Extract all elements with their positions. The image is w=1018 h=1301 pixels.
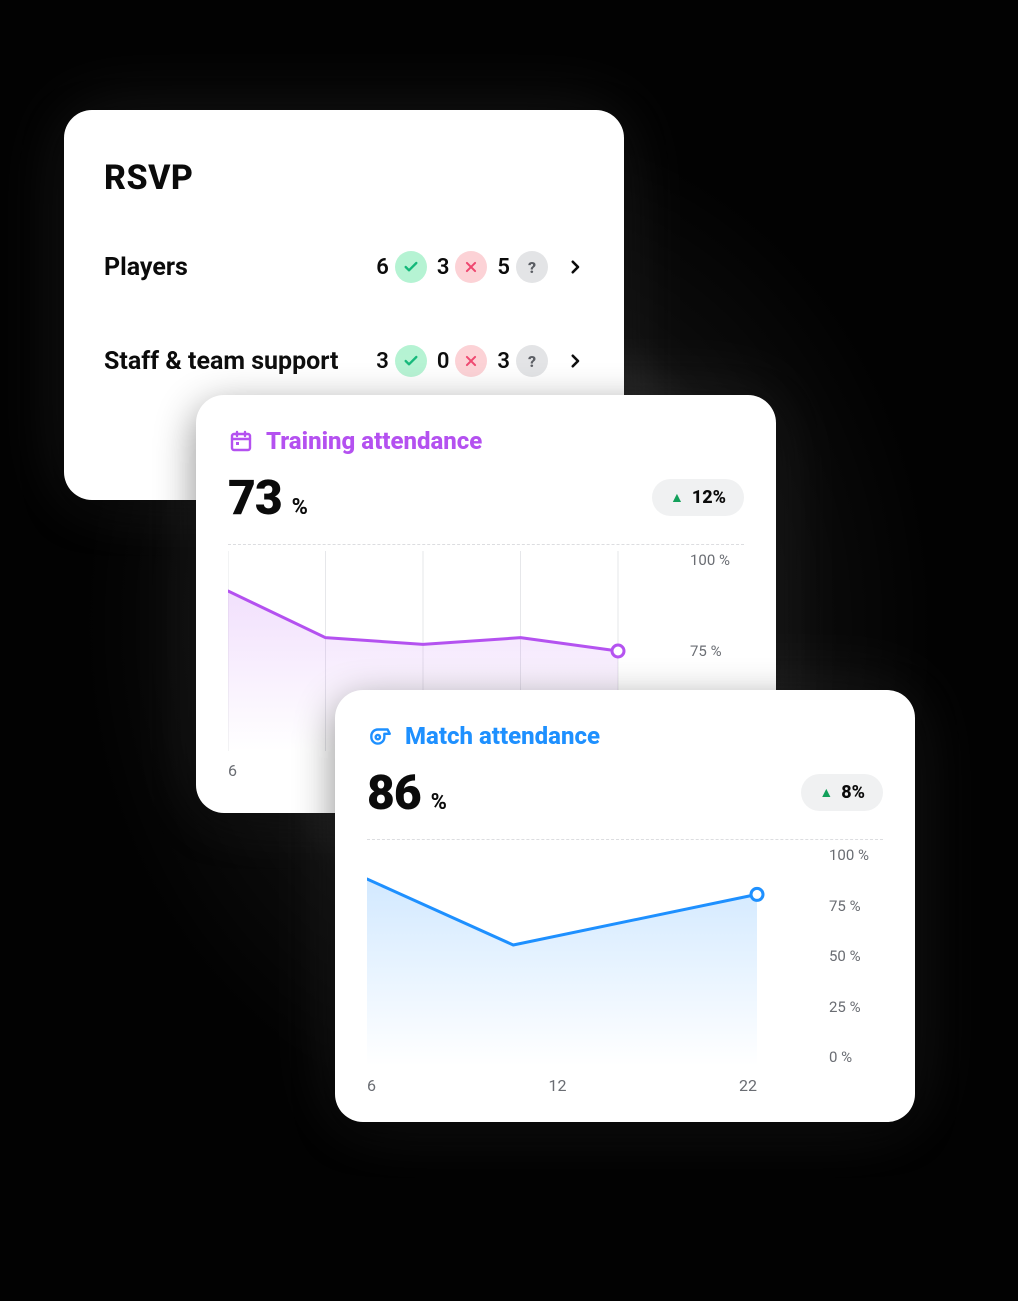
percent-symbol: %	[292, 495, 308, 520]
rsvp-title: RSVP	[104, 158, 584, 198]
y-axis-labels: 100 % 75 % 50 % 25 % 0 %	[829, 846, 887, 1066]
rsvp-row-label: Players	[104, 253, 188, 282]
rsvp-yes-count: 6	[376, 255, 389, 280]
rsvp-row-label: Staff & team support	[104, 347, 339, 376]
x-icon	[455, 345, 487, 377]
y-tick-label: 0 %	[829, 1048, 887, 1066]
card-value-row: 86 % ▲ 8%	[335, 764, 915, 821]
rsvp-maybe-count: 3	[497, 349, 510, 374]
attendance-value: 86 %	[367, 764, 447, 821]
check-icon	[395, 345, 427, 377]
card-value-row: 73 % ▲ 12%	[196, 469, 776, 526]
rsvp-no-count: 3	[437, 255, 450, 280]
question-icon: ?	[516, 345, 548, 377]
match-attendance-card: Match attendance 86 % ▲ 8% 100 % 75 % 50 %…	[335, 690, 915, 1122]
match-chart: 100 %75 %50 %25 %0 %61222	[367, 839, 883, 1095]
x-axis-labels: 6 12 22	[367, 1066, 757, 1095]
rsvp-yes-count: 3	[376, 349, 389, 374]
rsvp-row-stats: 3 0 3 ?	[376, 345, 584, 377]
chevron-right-icon[interactable]	[566, 352, 584, 370]
rsvp-yes: 6	[376, 251, 427, 283]
triangle-up-icon: ▲	[819, 786, 833, 800]
rsvp-no: 0	[437, 345, 488, 377]
x-tick-label: 6	[228, 761, 237, 780]
rsvp-maybe: 5 ?	[497, 251, 548, 283]
calendar-icon	[228, 428, 254, 454]
rsvp-no-count: 0	[437, 349, 450, 374]
y-tick-label: 100 %	[829, 846, 887, 864]
rsvp-no: 3	[437, 251, 488, 283]
chevron-right-icon[interactable]	[566, 258, 584, 276]
card-title: Training attendance	[266, 427, 482, 455]
delta-badge: ▲ 12%	[652, 479, 744, 516]
x-icon	[455, 251, 487, 283]
attendance-number: 86	[367, 764, 421, 821]
delta-value: 12%	[692, 487, 726, 508]
percent-symbol: %	[431, 790, 447, 815]
rsvp-maybe: 3 ?	[497, 345, 548, 377]
rsvp-row-staff[interactable]: Staff & team support 3 0 3 ?	[104, 340, 584, 382]
triangle-up-icon: ▲	[670, 491, 684, 505]
attendance-value: 73 %	[228, 469, 308, 526]
check-icon	[395, 251, 427, 283]
card-header: Training attendance	[196, 427, 776, 455]
card-title: Match attendance	[405, 722, 600, 750]
y-tick-label: 25 %	[829, 998, 887, 1016]
rsvp-yes: 3	[376, 345, 427, 377]
question-icon: ?	[516, 251, 548, 283]
x-tick-label: 22	[739, 1076, 757, 1095]
whistle-icon	[367, 723, 393, 749]
y-tick-label: 50 %	[829, 947, 887, 965]
y-tick-label: 100 %	[690, 551, 748, 569]
rsvp-row-players[interactable]: Players 6 3 5 ?	[104, 246, 584, 288]
attendance-number: 73	[228, 469, 282, 526]
delta-badge: ▲ 8%	[801, 774, 883, 811]
y-tick-label: 75 %	[829, 897, 887, 915]
card-header: Match attendance	[335, 722, 915, 750]
y-tick-label: 75 %	[690, 642, 748, 660]
x-tick-label: 12	[549, 1076, 567, 1095]
x-tick-label: 6	[367, 1076, 376, 1095]
delta-value: 8%	[841, 782, 865, 803]
rsvp-row-stats: 6 3 5 ?	[376, 251, 584, 283]
rsvp-maybe-count: 5	[497, 255, 510, 280]
